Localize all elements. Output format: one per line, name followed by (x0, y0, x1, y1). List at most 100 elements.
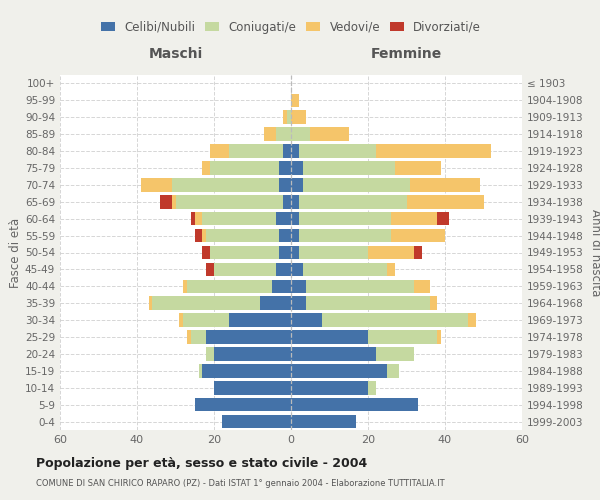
Bar (291, 347, 376, 360)
Bar (437, 330, 441, 344)
Y-axis label: Fasce di età: Fasce di età (9, 218, 22, 288)
Bar (291, 178, 302, 192)
Bar (264, 128, 275, 141)
Bar (307, 296, 430, 310)
Bar (275, 262, 291, 276)
Bar (291, 212, 299, 226)
Bar (291, 144, 299, 158)
Bar (291, 110, 307, 124)
Bar (291, 364, 387, 378)
Text: Maschi: Maschi (148, 48, 203, 62)
Bar (210, 161, 280, 174)
Bar (387, 262, 395, 276)
Bar (291, 314, 322, 327)
Bar (214, 262, 275, 276)
Bar (376, 144, 491, 158)
Bar (302, 178, 410, 192)
Bar (176, 195, 283, 208)
Y-axis label: Anni di nascita: Anni di nascita (589, 209, 600, 296)
Bar (310, 128, 349, 141)
Bar (299, 212, 391, 226)
Bar (272, 280, 291, 293)
Bar (368, 330, 437, 344)
Bar (195, 212, 202, 226)
Bar (187, 330, 191, 344)
Bar (210, 246, 280, 260)
Bar (202, 161, 210, 174)
Bar (291, 229, 299, 242)
Bar (275, 128, 291, 141)
Bar (202, 246, 210, 260)
Bar (199, 364, 202, 378)
Bar (291, 161, 302, 174)
Bar (299, 195, 407, 208)
Bar (149, 296, 152, 310)
Bar (222, 415, 291, 428)
Bar (395, 161, 441, 174)
Bar (179, 314, 183, 327)
Bar (291, 94, 299, 107)
Bar (206, 347, 214, 360)
Bar (291, 195, 299, 208)
Bar (202, 364, 291, 378)
Bar (368, 246, 414, 260)
Bar (291, 262, 302, 276)
Bar (391, 229, 445, 242)
Bar (202, 212, 275, 226)
Bar (214, 347, 291, 360)
Bar (280, 246, 291, 260)
Bar (291, 280, 307, 293)
Bar (229, 314, 291, 327)
Bar (387, 364, 399, 378)
Bar (291, 381, 368, 394)
Bar (391, 212, 437, 226)
Bar (187, 280, 272, 293)
Bar (183, 314, 229, 327)
Bar (280, 229, 291, 242)
Bar (195, 398, 291, 411)
Bar (195, 229, 202, 242)
Text: Popolazione per età, sesso e stato civile - 2004: Popolazione per età, sesso e stato civil… (36, 458, 367, 470)
Bar (299, 144, 376, 158)
Bar (206, 330, 291, 344)
Bar (172, 195, 176, 208)
Bar (291, 296, 307, 310)
Bar (206, 262, 214, 276)
Bar (229, 144, 283, 158)
Bar (210, 144, 229, 158)
Bar (214, 381, 291, 394)
Bar (414, 280, 430, 293)
Bar (191, 330, 206, 344)
Bar (414, 246, 422, 260)
Bar (322, 314, 468, 327)
Bar (183, 280, 187, 293)
Bar (202, 229, 206, 242)
Bar (283, 195, 291, 208)
Bar (283, 144, 291, 158)
Bar (302, 161, 395, 174)
Bar (291, 330, 368, 344)
Bar (299, 246, 368, 260)
Bar (172, 178, 280, 192)
Bar (287, 110, 291, 124)
Legend: Celibi/Nubili, Coniugati/e, Vedovi/e, Divorziati/e: Celibi/Nubili, Coniugati/e, Vedovi/e, Di… (97, 17, 485, 37)
Bar (302, 262, 387, 276)
Bar (191, 212, 195, 226)
Bar (368, 381, 376, 394)
Bar (437, 212, 449, 226)
Bar (280, 178, 291, 192)
Bar (275, 212, 291, 226)
Bar (152, 296, 260, 310)
Bar (299, 229, 391, 242)
Bar (141, 178, 172, 192)
Bar (307, 280, 414, 293)
Text: COMUNE DI SAN CHIRICO RAPARO (PZ) - Dati ISTAT 1° gennaio 2004 - Elaborazione TU: COMUNE DI SAN CHIRICO RAPARO (PZ) - Dati… (36, 479, 445, 488)
Bar (430, 296, 437, 310)
Bar (407, 195, 484, 208)
Bar (291, 246, 299, 260)
Bar (410, 178, 479, 192)
Bar (260, 296, 291, 310)
Bar (468, 314, 476, 327)
Text: Femmine: Femmine (371, 48, 442, 62)
Bar (280, 161, 291, 174)
